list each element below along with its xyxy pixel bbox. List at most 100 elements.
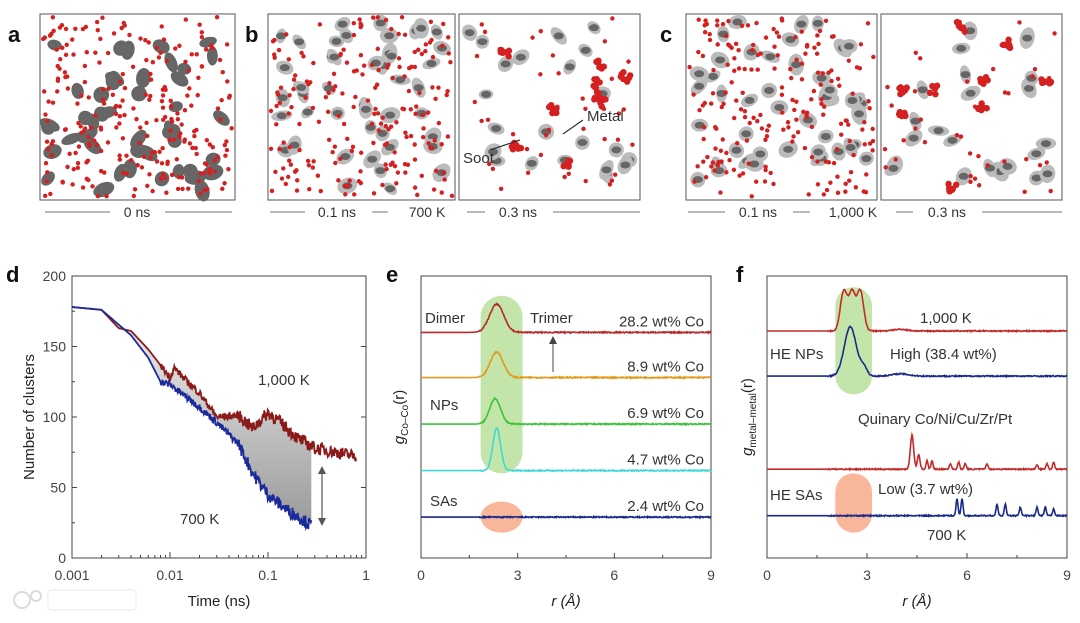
metal-atom — [707, 31, 712, 37]
metal-atom — [566, 171, 571, 176]
metal-cluster-atom — [499, 49, 506, 57]
metal-atom — [753, 179, 759, 184]
metal-atom — [746, 161, 752, 166]
metal-atom — [105, 140, 111, 145]
soot-core — [277, 94, 288, 102]
metal-atom — [199, 30, 205, 35]
metal-cluster-atom — [566, 157, 574, 165]
metal-atom — [274, 122, 279, 127]
metal-atom — [276, 47, 282, 53]
series-label: 6.9 wt% Co — [627, 405, 704, 422]
metal-atom — [119, 25, 124, 31]
metal-atom — [701, 159, 706, 164]
metal-atom — [41, 36, 46, 42]
metal-atom — [412, 142, 417, 147]
metal-atom — [154, 118, 159, 123]
metal-atom — [862, 120, 867, 125]
metal-atom — [351, 104, 356, 110]
metal-atom — [287, 93, 292, 98]
metal-atom — [383, 17, 389, 23]
metal-atom — [768, 170, 773, 176]
metal-atom — [86, 177, 91, 183]
metal-atom — [71, 52, 76, 57]
temperature-c: 1,000 K — [829, 204, 878, 220]
metal-cluster-atom — [1006, 42, 1013, 49]
soot-core — [791, 61, 802, 69]
trimer-arrowhead — [549, 336, 557, 344]
metal-atom — [844, 118, 849, 123]
soot-core — [577, 139, 588, 147]
metal-atom — [793, 34, 798, 40]
annotation-dimer: Dimer — [425, 310, 465, 327]
soot-core — [694, 82, 705, 90]
metal-atom — [122, 23, 127, 28]
soot-core — [824, 86, 835, 94]
metal-atom — [150, 188, 155, 194]
metal-atom — [419, 173, 424, 178]
metal-atom — [1002, 159, 1007, 164]
annotation-high: High (38.4 wt%) — [890, 346, 997, 363]
metal-atom — [182, 139, 187, 144]
label-1000k: 1,000 K — [258, 372, 310, 389]
metal-atom — [54, 47, 59, 52]
metal-atom — [50, 100, 56, 105]
annotation-he-sas: HE SAs — [770, 487, 823, 504]
metal-atom — [47, 33, 53, 38]
x-axis-label-d: Time (ns) — [188, 593, 251, 610]
metal-atom — [189, 103, 194, 108]
metal-atom — [775, 53, 780, 58]
metal-atom — [702, 30, 708, 35]
metal-atom — [143, 92, 148, 97]
metal-atom — [795, 130, 801, 135]
metal-atom — [194, 151, 199, 157]
metal-atom — [750, 42, 756, 48]
soot-particle — [130, 129, 147, 149]
metal-atom — [850, 91, 855, 96]
metal-atom — [311, 60, 316, 66]
metal-atom — [94, 142, 100, 148]
metal-atom — [794, 57, 799, 62]
metal-atom — [750, 47, 755, 53]
metal-atom — [804, 115, 810, 120]
soot-core — [714, 167, 725, 175]
metal-atom — [279, 176, 285, 181]
soot-core — [294, 38, 305, 46]
metal-atom — [289, 105, 294, 110]
metal-atom — [163, 175, 168, 181]
metal-atom — [799, 29, 804, 34]
x-tick-label: 9 — [1063, 567, 1071, 583]
metal-atom — [146, 40, 151, 45]
metal-atom — [427, 40, 433, 45]
soot-core — [715, 56, 726, 64]
soot-core — [601, 166, 612, 174]
snapshot-particles — [268, 14, 455, 199]
metal-atom — [609, 76, 615, 82]
series-line — [421, 397, 712, 427]
y-axis-label-f: gmetal–metal(r) — [739, 378, 759, 456]
metal-atom — [700, 53, 706, 59]
metal-atom — [556, 71, 561, 76]
metal-atom — [208, 43, 214, 48]
metal-atom — [731, 167, 737, 173]
metal-atom — [729, 80, 734, 85]
metal-atom — [224, 139, 229, 144]
metal-atom — [831, 160, 837, 166]
metal-cluster-atom — [593, 58, 600, 66]
soot-core — [749, 160, 760, 168]
metal-atom — [189, 52, 194, 57]
snapshot-particles — [687, 15, 876, 199]
metal-atom — [229, 126, 234, 131]
metal-atom — [164, 58, 169, 64]
metal-atom — [758, 112, 763, 118]
metal-cluster-atom — [593, 95, 600, 102]
soot-core — [1023, 84, 1034, 92]
metal-atom — [370, 15, 376, 20]
soot-core — [1002, 162, 1013, 170]
metal-atom — [848, 170, 854, 175]
metal-atom — [720, 21, 726, 27]
metal-atom — [696, 17, 701, 22]
soot-core — [854, 110, 865, 118]
metal-atom — [621, 107, 627, 112]
metal-atom — [702, 23, 707, 28]
metal-atom — [397, 64, 402, 70]
